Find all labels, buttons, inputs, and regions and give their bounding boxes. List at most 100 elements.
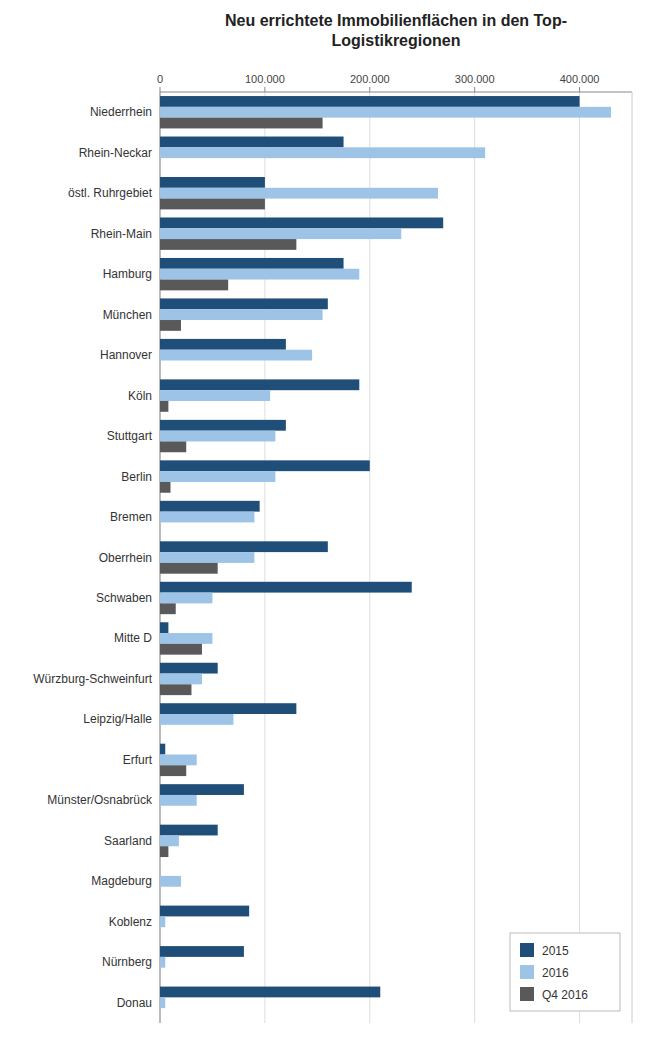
tick-label: 0 <box>157 73 163 85</box>
grid-line <box>474 92 475 1023</box>
tick-label: 200.000 <box>350 73 390 85</box>
tick-mark <box>160 87 161 92</box>
legend-label: Q4 2016 <box>542 988 588 1002</box>
bar <box>160 846 168 857</box>
bar <box>160 887 161 898</box>
bar <box>160 512 254 523</box>
legend-swatch <box>520 965 534 979</box>
bar <box>160 916 165 927</box>
bar <box>160 137 344 148</box>
bar <box>160 725 161 736</box>
category-label: Magdeburg <box>91 874 152 888</box>
bar <box>160 401 168 412</box>
category-label: München <box>103 308 152 322</box>
bar <box>160 825 218 836</box>
bar <box>160 987 380 998</box>
title-line: Logistikregionen <box>332 32 461 49</box>
bar <box>160 501 260 512</box>
legend: 2015 2016 Q4 2016 <box>510 933 620 1011</box>
bar <box>160 644 202 655</box>
category-label: Mitte D <box>114 631 152 645</box>
bar <box>160 390 270 401</box>
bar <box>160 784 244 795</box>
bar <box>160 906 249 917</box>
bar <box>160 582 412 593</box>
bar <box>160 622 168 633</box>
category-label: Donau <box>117 996 152 1010</box>
category-label: Erfurt <box>123 753 153 767</box>
category-label: Würzburg-Schweinfurt <box>33 672 152 686</box>
bar <box>160 593 212 604</box>
bar <box>160 563 218 574</box>
bar <box>160 603 176 614</box>
bar <box>160 865 161 876</box>
bar <box>160 876 181 887</box>
bar <box>160 239 296 250</box>
bar <box>160 199 265 210</box>
x-axis-line <box>160 92 632 93</box>
tick-mark <box>369 87 370 92</box>
bar <box>160 714 233 725</box>
bar <box>160 946 244 957</box>
legend-label: 2015 <box>542 944 569 958</box>
bar <box>160 765 186 776</box>
bar <box>160 441 186 452</box>
category-label: Berlin <box>121 470 152 484</box>
category-label: Köln <box>128 389 152 403</box>
bar <box>160 744 165 755</box>
bar <box>160 188 438 199</box>
category-label: Rhein-Neckar <box>79 146 152 160</box>
bar <box>160 118 323 129</box>
bar <box>160 1008 161 1019</box>
bars <box>160 96 611 1008</box>
bar <box>160 552 254 563</box>
category-label: Hamburg <box>103 267 152 281</box>
bar <box>160 320 181 331</box>
title: Neu errichtete Immobilienflächen in den … <box>225 12 567 49</box>
bar <box>160 280 228 291</box>
bar <box>160 835 179 846</box>
grid-line <box>579 92 580 1023</box>
category-label: Leipzig/Halle <box>83 712 152 726</box>
tick-label: 400.000 <box>560 73 600 85</box>
category-label: Stuttgart <box>107 429 153 443</box>
category-label: Schwaben <box>96 591 152 605</box>
tick-mark <box>579 87 580 92</box>
bar <box>160 795 197 806</box>
legend-swatch <box>520 943 534 957</box>
category-label: Saarland <box>104 834 152 848</box>
bar <box>160 633 212 644</box>
chart: Neu errichtete Immobilienflächen in den … <box>0 0 660 1041</box>
tick-mark <box>474 87 475 92</box>
legend-frame <box>510 933 620 1011</box>
category-label: Nürnberg <box>102 955 152 969</box>
bar <box>160 471 275 482</box>
bar <box>160 258 344 269</box>
bar <box>160 298 328 309</box>
grid <box>160 92 580 1023</box>
category-label: Koblenz <box>109 915 152 929</box>
x-axis: 0100.000200.000300.000400.000 <box>157 73 600 92</box>
category-label: Niederrhein <box>90 105 152 119</box>
bar <box>160 107 611 118</box>
bar <box>160 806 161 817</box>
bar <box>160 957 165 968</box>
bar <box>160 339 286 350</box>
bar <box>160 177 265 188</box>
category-label: Oberrhein <box>99 551 152 565</box>
bar <box>160 684 191 695</box>
category-label: Hannover <box>100 348 152 362</box>
bar <box>160 379 359 390</box>
legend-label: 2016 <box>542 966 569 980</box>
bar <box>160 927 161 938</box>
bar <box>160 309 323 320</box>
title-line: Neu errichtete Immobilienflächen in den … <box>225 12 567 29</box>
bar <box>160 361 161 372</box>
bar <box>160 997 165 1008</box>
bar <box>160 663 218 674</box>
bar <box>160 228 401 239</box>
bar <box>160 350 312 361</box>
bar <box>160 754 197 765</box>
bar <box>160 541 328 552</box>
bar <box>160 482 170 493</box>
